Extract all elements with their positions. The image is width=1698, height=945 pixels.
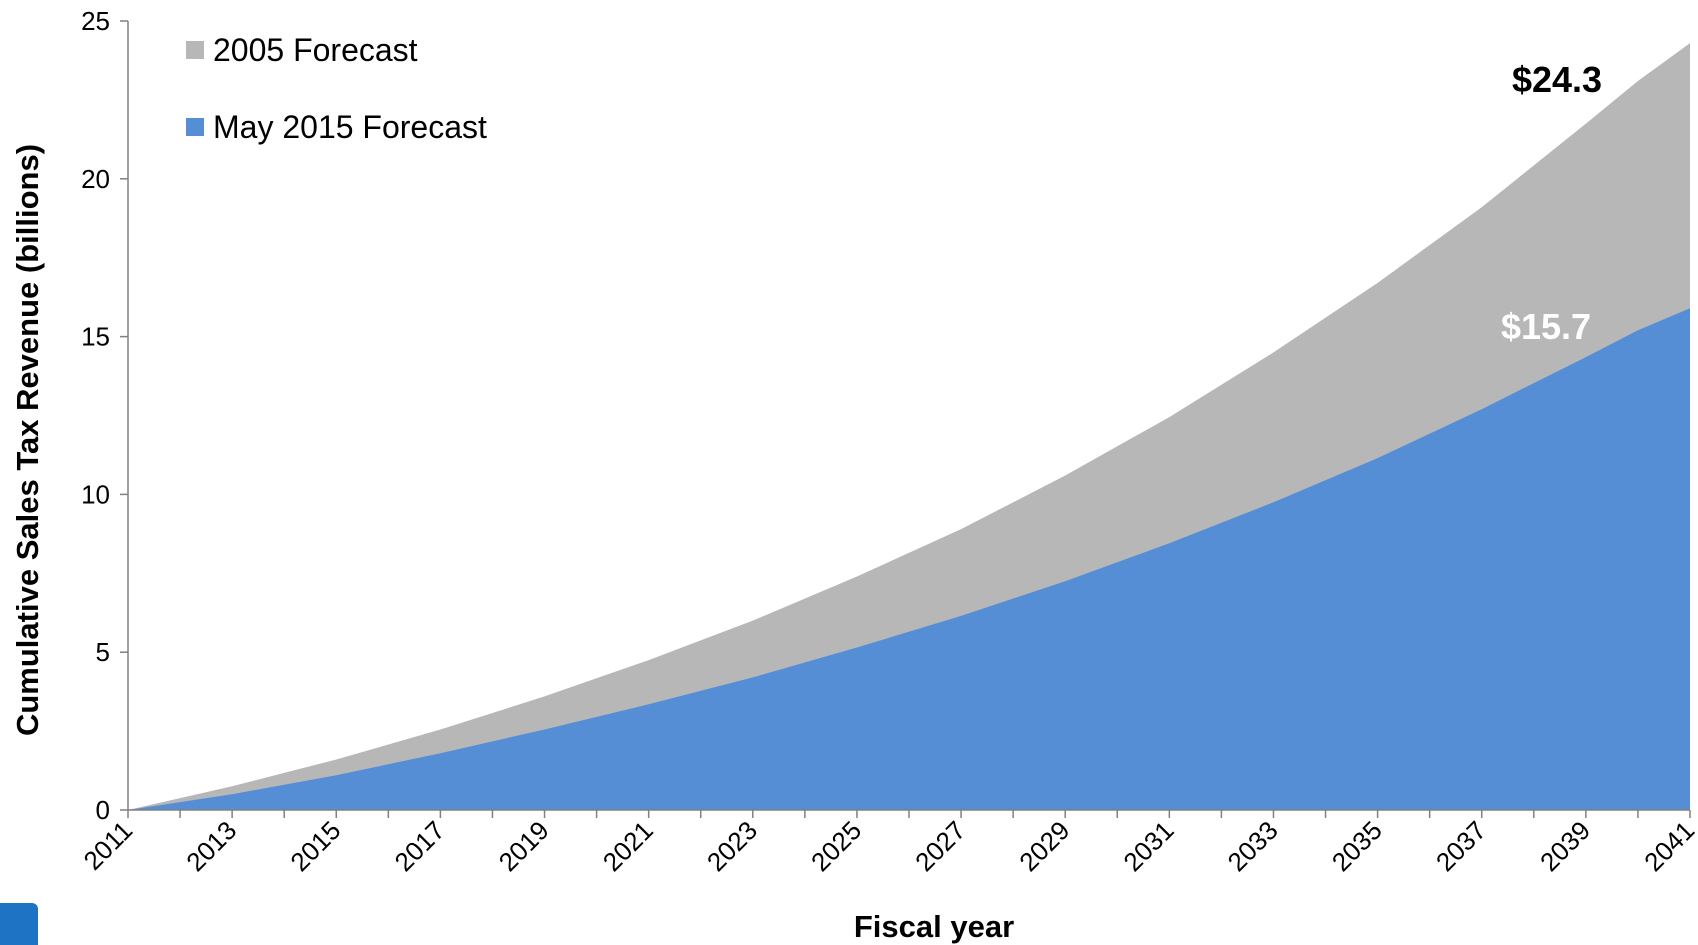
y-tick-label: 5 (96, 637, 110, 667)
x-tick-label: 2013 (180, 815, 242, 877)
x-tick-label: 2037 (1430, 815, 1492, 877)
value-label-2005-forecast: $24.3 (1512, 59, 1602, 100)
area-layer (128, 43, 1690, 811)
legend: 2005 Forecast May 2015 Forecast (186, 32, 487, 145)
x-tick-label: 2033 (1222, 815, 1284, 877)
legend-label-2005-forecast: 2005 Forecast (213, 32, 418, 68)
y-tick-label: 15 (81, 322, 110, 352)
x-tick-label: 2027 (909, 815, 971, 877)
y-tick-label: 25 (81, 6, 110, 36)
x-tick-label: 2029 (1013, 815, 1075, 877)
x-tick-label: 2019 (493, 815, 555, 877)
y-tick-label: 20 (81, 164, 110, 194)
legend-swatch-may-2015-forecast (186, 118, 204, 136)
legend-label-may-2015-forecast: May 2015 Forecast (213, 109, 487, 145)
value-label-may-2015-forecast: $15.7 (1501, 306, 1591, 347)
x-tick-label: 2023 (701, 815, 763, 877)
y-axis-title: Cumulative Sales Tax Revenue (billions) (10, 144, 45, 736)
legend-swatch-2005-forecast (186, 41, 204, 59)
x-tick-label: 2041 (1638, 815, 1698, 877)
x-tick-label: 2031 (1117, 815, 1179, 877)
x-axis-title: Fiscal year (854, 909, 1014, 944)
x-tick-label: 2015 (284, 815, 346, 877)
y-tick-label: 0 (96, 795, 110, 825)
x-tick-label: 2035 (1326, 815, 1388, 877)
x-tick-label: 2039 (1534, 815, 1596, 877)
x-tick-label: 2011 (77, 815, 138, 876)
area-may-2015-forecast (128, 308, 1690, 810)
x-tick-label: 2021 (597, 815, 659, 877)
y-tick-label: 10 (81, 479, 110, 509)
x-tick-label: 2025 (805, 815, 867, 877)
x-tick-label: 2017 (389, 815, 451, 877)
corner-badge (0, 903, 38, 945)
